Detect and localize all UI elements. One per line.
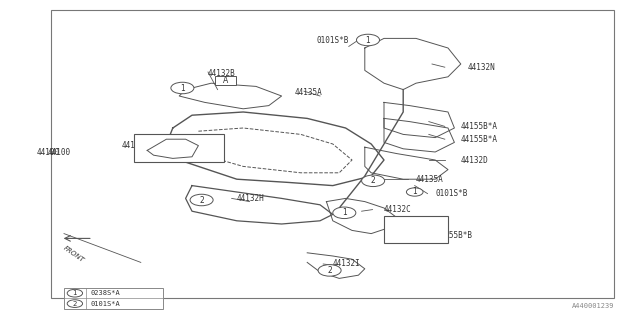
- Text: 0101S*B: 0101S*B: [435, 189, 468, 198]
- Text: 44132B: 44132B: [208, 69, 236, 78]
- Text: 44155B*B: 44155B*B: [122, 141, 159, 150]
- Bar: [64, 288, 163, 309]
- Circle shape: [190, 194, 213, 206]
- Text: 2: 2: [327, 266, 332, 275]
- Text: 44155B*A: 44155B*A: [461, 135, 498, 144]
- Text: 44132I: 44132I: [333, 260, 360, 268]
- Text: 44132D: 44132D: [461, 156, 488, 164]
- Text: 44155B*A: 44155B*A: [461, 122, 498, 131]
- Bar: [384, 216, 448, 243]
- Text: FRONT: FRONT: [62, 245, 85, 263]
- Text: 44132C: 44132C: [384, 205, 412, 214]
- Text: 2: 2: [73, 300, 77, 307]
- Text: 1: 1: [72, 290, 77, 296]
- Text: A440001239: A440001239: [572, 303, 614, 309]
- Text: 0238S*A: 0238S*A: [91, 290, 120, 296]
- Text: 44100: 44100: [48, 148, 71, 156]
- Text: 44135A: 44135A: [416, 175, 444, 184]
- Text: 0101S*B: 0101S*B: [317, 36, 349, 44]
- Text: 1: 1: [180, 84, 185, 92]
- Text: A: A: [223, 76, 228, 85]
- Circle shape: [333, 207, 356, 219]
- Bar: [134, 134, 224, 162]
- Text: 2: 2: [199, 196, 204, 204]
- Text: 44155B*B: 44155B*B: [435, 231, 472, 240]
- Text: 1: 1: [342, 208, 347, 217]
- Circle shape: [362, 175, 385, 187]
- Circle shape: [67, 289, 83, 297]
- Bar: [51, 10, 614, 298]
- Text: 44132H: 44132H: [237, 194, 264, 203]
- Circle shape: [171, 82, 194, 94]
- Text: 44100: 44100: [36, 148, 60, 156]
- Text: 1: 1: [365, 36, 371, 44]
- Text: 2: 2: [371, 176, 376, 185]
- Text: 1: 1: [412, 188, 417, 196]
- Circle shape: [67, 300, 83, 308]
- Text: 44132N: 44132N: [467, 63, 495, 72]
- Circle shape: [406, 188, 423, 196]
- Circle shape: [356, 34, 380, 46]
- Text: 0101S*A: 0101S*A: [91, 300, 120, 307]
- Text: 44135A: 44135A: [294, 88, 322, 97]
- Circle shape: [318, 265, 341, 276]
- FancyBboxPatch shape: [215, 76, 236, 85]
